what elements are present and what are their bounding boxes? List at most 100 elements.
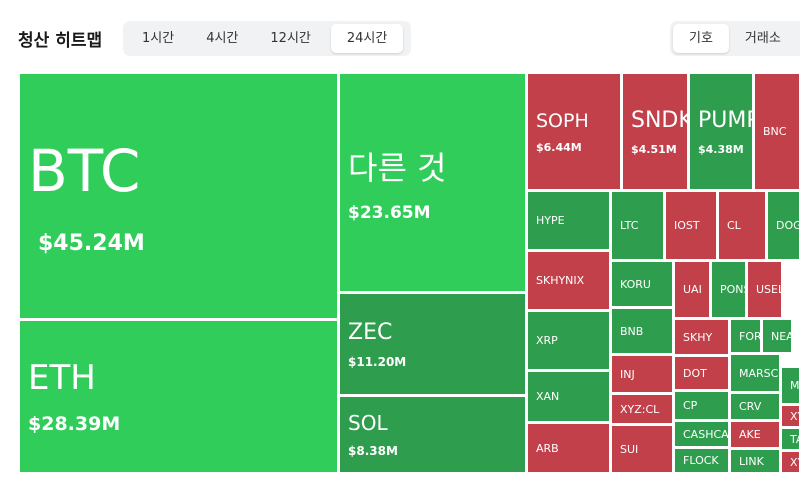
tile[interactable]: IOST (665, 191, 717, 260)
tile-label: SUI (620, 442, 639, 456)
tile-label: ZEC (348, 319, 393, 345)
tile-value: $4.38M (698, 142, 744, 156)
tile[interactable]: ZEC $11.20M (339, 293, 526, 395)
group-tab[interactable]: 거래소 (744, 31, 781, 46)
tile[interactable]: CP (674, 391, 729, 420)
tile-label: FLOCK (683, 454, 719, 467)
tile-label: XY (790, 455, 800, 469)
time-tab[interactable]: 4시간 (206, 31, 239, 46)
tile-label: XYZ:CL (620, 402, 660, 416)
tile[interactable]: XY (781, 405, 800, 427)
tile-label: CP (683, 399, 698, 412)
tile-label: INJ (620, 367, 635, 381)
tile[interactable]: HYPE (527, 191, 610, 250)
page-title: 청산 히트맵 (18, 31, 103, 51)
tile-label: BNC (763, 125, 787, 138)
tile[interactable]: DOGE (767, 191, 800, 260)
tile-value: $45.24M (38, 230, 145, 256)
tile-label: TA (790, 432, 800, 446)
tile[interactable]: PUMP $4.38M (689, 73, 753, 190)
tile-value: $23.65M (348, 202, 431, 223)
tile[interactable]: 다른 것 $23.65M (339, 73, 526, 292)
group-tabs: 기호 거래소 (670, 21, 800, 56)
tile[interactable]: KORU (611, 261, 673, 307)
tile-label: SOL (348, 411, 388, 435)
tile[interactable]: XAN (527, 371, 610, 422)
tile-value: $11.20M (348, 354, 407, 369)
tile[interactable]: ARB (527, 423, 610, 473)
tile-label: XRP (536, 334, 558, 347)
tile[interactable]: CRV (730, 393, 780, 420)
tile[interactable]: SOL $8.38M (339, 396, 526, 473)
tile-label: LINK (739, 454, 764, 468)
tile-label: DOT (683, 366, 707, 380)
tile[interactable]: USEL (747, 261, 782, 318)
tile-label: BTC (28, 136, 141, 205)
tile-label: USEL (756, 283, 782, 296)
tile[interactable]: XRP (527, 311, 610, 370)
tile-value: $8.38M (348, 444, 398, 458)
tile-label: XY (790, 409, 800, 423)
tile[interactable]: XYZ:CL (611, 394, 673, 424)
tile[interactable]: BNC (754, 73, 800, 190)
tile-label: 다른 것 (348, 148, 447, 187)
tile[interactable]: INJ (611, 355, 673, 393)
tile-label: SOPH (536, 109, 589, 132)
tile[interactable]: AKE (730, 421, 780, 448)
tile[interactable]: XY (781, 451, 800, 473)
tile-label: IOST (674, 219, 700, 232)
tile[interactable]: FLOCK (674, 448, 729, 473)
tile[interactable]: LINK (730, 449, 780, 473)
tile[interactable]: MARSC (730, 354, 780, 392)
tile[interactable]: PONS (711, 261, 746, 318)
tile-value: $28.39M (28, 413, 121, 435)
tile-label: HYPE (536, 214, 565, 227)
tile-value: $4.51M (631, 142, 677, 156)
tile[interactable]: SNDK $4.51M (622, 73, 688, 190)
tile-label: SKHYNIX (536, 274, 585, 287)
tile[interactable]: TA (781, 428, 800, 450)
tile-label: FOR (739, 329, 761, 343)
tile[interactable]: LTC (611, 191, 664, 260)
group-tab[interactable]: 기호 (673, 24, 729, 53)
tile-label: SNDK (631, 107, 688, 133)
tile[interactable]: CASHCA (674, 421, 729, 447)
tile[interactable]: SKHYNIX (527, 251, 610, 310)
tile-label: BNB (620, 324, 644, 338)
tile[interactable]: ETH $28.39M (19, 320, 338, 473)
tile[interactable]: NEA (762, 319, 792, 353)
tile-label: DOGE (776, 219, 800, 232)
tile-value: $6.44M (536, 140, 582, 154)
tile[interactable]: BTC $45.24M (19, 73, 338, 319)
tile-label: CRV (739, 400, 762, 413)
tile-label: AKE (739, 428, 761, 441)
tile[interactable]: SOPH $6.44M (527, 73, 621, 190)
tile[interactable]: SKHY (674, 319, 729, 355)
time-tab[interactable]: 1시간 (142, 31, 175, 46)
tile[interactable]: BNB (611, 308, 673, 354)
time-tabs: 1시간 4시간 12시간 24시간 (123, 21, 411, 56)
tile[interactable]: SUI (611, 425, 673, 473)
tile-label: CL (727, 219, 741, 232)
tile-label: NEA (771, 329, 792, 343)
tile[interactable]: DOT (674, 356, 729, 390)
tile-label: KORU (620, 277, 651, 291)
tile[interactable]: MU (781, 367, 800, 404)
tile-label: MARSC (739, 366, 779, 380)
tile-label: ETH (28, 358, 96, 398)
tile-label: UAI (683, 283, 702, 296)
tile-label: SKHY (683, 330, 713, 344)
tile-label: PUMP (698, 107, 753, 133)
tile[interactable]: UAI (674, 261, 710, 318)
tile[interactable]: FOR (730, 319, 761, 353)
time-tab[interactable]: 12시간 (270, 31, 311, 46)
tile-label: CASHCA (683, 427, 729, 441)
tile-label: PONS (720, 283, 746, 296)
tile[interactable]: CL (718, 191, 766, 260)
tile-label: XAN (536, 390, 560, 403)
tile-label: ARB (536, 441, 559, 455)
time-tab[interactable]: 24시간 (330, 24, 404, 53)
tile-label: MU (790, 379, 800, 392)
